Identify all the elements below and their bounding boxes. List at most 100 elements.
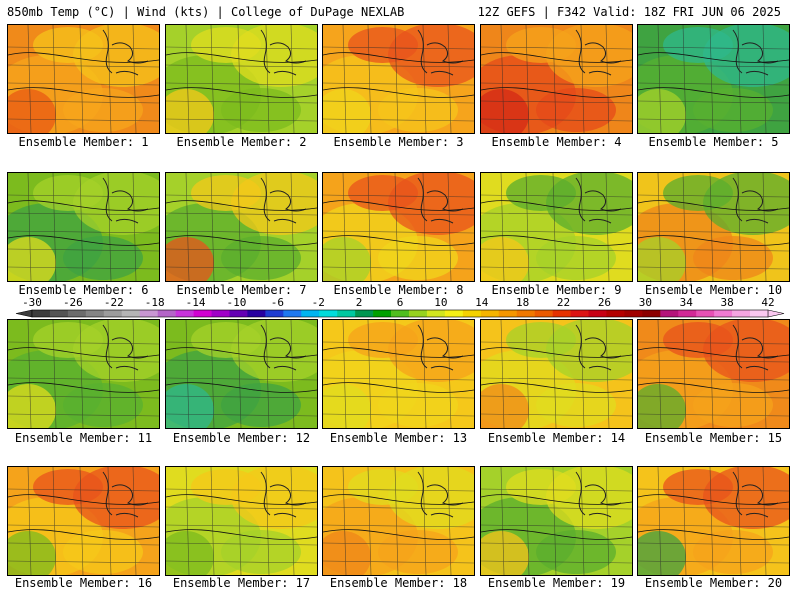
great-lakes-outline bbox=[102, 29, 149, 76]
ensemble-member-label: Ensemble Member: 2 bbox=[176, 135, 307, 149]
ensemble-member-map bbox=[480, 172, 633, 282]
ensemble-member-map bbox=[7, 466, 160, 576]
temperature-region bbox=[33, 322, 103, 358]
colorbar-swatch bbox=[498, 310, 517, 317]
state-borders bbox=[8, 173, 159, 281]
colorbar-swatch bbox=[714, 310, 733, 317]
temperature-region bbox=[323, 531, 371, 575]
state-borders bbox=[638, 467, 789, 575]
great-lakes-outline bbox=[575, 177, 622, 224]
temperature-region bbox=[33, 469, 103, 505]
temperature-region bbox=[536, 530, 616, 574]
ensemble-member-map bbox=[7, 24, 160, 134]
temperature-region bbox=[693, 530, 773, 574]
temperature-colorbar: -30 -26 -22 -18 -14 -10 -6 -2 2 6 10 14 18 22 26 30 34 38… bbox=[15, 296, 785, 318]
great-lakes-outline bbox=[260, 177, 307, 224]
temperature-region bbox=[33, 27, 103, 63]
great-lakes-outline bbox=[575, 29, 622, 76]
state-borders bbox=[8, 320, 159, 428]
great-lakes-outline bbox=[732, 471, 779, 518]
ensemble-member-map bbox=[322, 466, 475, 576]
colorbar-swatch bbox=[642, 310, 661, 317]
temperature-region bbox=[323, 384, 371, 428]
temperature-region bbox=[8, 384, 56, 428]
temperature-region bbox=[481, 237, 529, 281]
temperature-region bbox=[481, 531, 529, 575]
temperature-region bbox=[8, 237, 56, 281]
temperature-region bbox=[663, 27, 733, 63]
isotherm-contours bbox=[166, 347, 317, 393]
state-borders bbox=[323, 467, 474, 575]
colorbar-swatch bbox=[32, 310, 51, 317]
temperature-region bbox=[191, 27, 261, 63]
temperature-region bbox=[638, 531, 686, 575]
ensemble-member-label: Ensemble Member: 6 bbox=[18, 283, 149, 297]
colorbar-swatch bbox=[552, 310, 571, 317]
temperature-region bbox=[221, 236, 301, 280]
map-header-valid-time: 12Z GEFS | F342 Valid: 18Z FRI JUN 06 20… bbox=[477, 5, 781, 19]
ensemble-member-map bbox=[480, 24, 633, 134]
great-lakes-outline bbox=[260, 324, 307, 371]
isotherm-contours bbox=[323, 494, 474, 540]
ensemble-member-map bbox=[165, 172, 318, 282]
temperature-region bbox=[166, 237, 214, 281]
colorbar-swatch bbox=[283, 310, 302, 317]
isotherm-contours bbox=[481, 52, 632, 98]
temperature-region bbox=[378, 236, 458, 280]
isotherm-contours bbox=[481, 494, 632, 540]
ensemble-member-label: Ensemble Member: 17 bbox=[172, 576, 311, 590]
great-lakes-outline bbox=[102, 471, 149, 518]
colorbar-swatch bbox=[750, 310, 769, 317]
colorbar-swatch bbox=[355, 310, 374, 317]
colorbar-tick-label: 38 bbox=[720, 296, 733, 309]
colorbar-swatch bbox=[732, 310, 751, 317]
ensemble-member-map bbox=[637, 172, 790, 282]
temperature-region bbox=[663, 469, 733, 505]
ensemble-member-map bbox=[165, 319, 318, 429]
colorbar-tick-label: -6 bbox=[271, 296, 284, 309]
colorbar-tick-label: 2 bbox=[356, 296, 363, 309]
state-borders bbox=[8, 25, 159, 133]
ensemble-member-map bbox=[322, 172, 475, 282]
colorbar-swatch bbox=[193, 310, 212, 317]
temperature-region bbox=[348, 469, 418, 505]
isotherm-contours bbox=[8, 52, 159, 98]
colorbar-swatch bbox=[265, 310, 284, 317]
temperature-region bbox=[638, 89, 686, 133]
temperature-region bbox=[191, 469, 261, 505]
ensemble-member-label: Ensemble Member: 1 bbox=[18, 135, 149, 149]
colorbar-swatch bbox=[624, 310, 643, 317]
temperature-region bbox=[166, 384, 214, 428]
state-borders bbox=[638, 173, 789, 281]
temperature-region bbox=[536, 236, 616, 280]
temperature-region bbox=[348, 322, 418, 358]
temperature-region bbox=[33, 175, 103, 211]
temperature-region bbox=[536, 88, 616, 132]
map-header-title: 850mb Temp (°C) | Wind (kts) | College o… bbox=[7, 5, 405, 19]
colorbar-swatch bbox=[139, 310, 158, 317]
isotherm-contours bbox=[481, 200, 632, 246]
ensemble-member-label: Ensemble Member: 7 bbox=[176, 283, 307, 297]
colorbar-swatch bbox=[588, 310, 607, 317]
great-lakes-outline bbox=[417, 177, 464, 224]
great-lakes-outline bbox=[102, 177, 149, 224]
colorbar-swatch bbox=[157, 310, 176, 317]
colorbar-tick-label: -26 bbox=[63, 296, 83, 309]
isotherm-contours bbox=[323, 347, 474, 393]
temperature-region bbox=[221, 530, 301, 574]
colorbar-tick-label: 22 bbox=[557, 296, 570, 309]
colorbar-swatch bbox=[175, 310, 194, 317]
temperature-region bbox=[693, 236, 773, 280]
ensemble-member-map bbox=[165, 24, 318, 134]
colorbar-tick-label: -10 bbox=[227, 296, 247, 309]
colorbar-swatch bbox=[660, 310, 679, 317]
colorbar-swatch bbox=[570, 310, 589, 317]
ensemble-member-label: Ensemble Member: 20 bbox=[644, 576, 783, 590]
ensemble-member-map bbox=[637, 24, 790, 134]
colorbar-tick-label: 42 bbox=[761, 296, 774, 309]
temperature-region bbox=[348, 27, 418, 63]
ensemble-member-label: Ensemble Member: 9 bbox=[491, 283, 622, 297]
colorbar-tick-label: -2 bbox=[312, 296, 325, 309]
temperature-region bbox=[378, 383, 458, 427]
colorbar-min-arrow bbox=[15, 309, 33, 318]
